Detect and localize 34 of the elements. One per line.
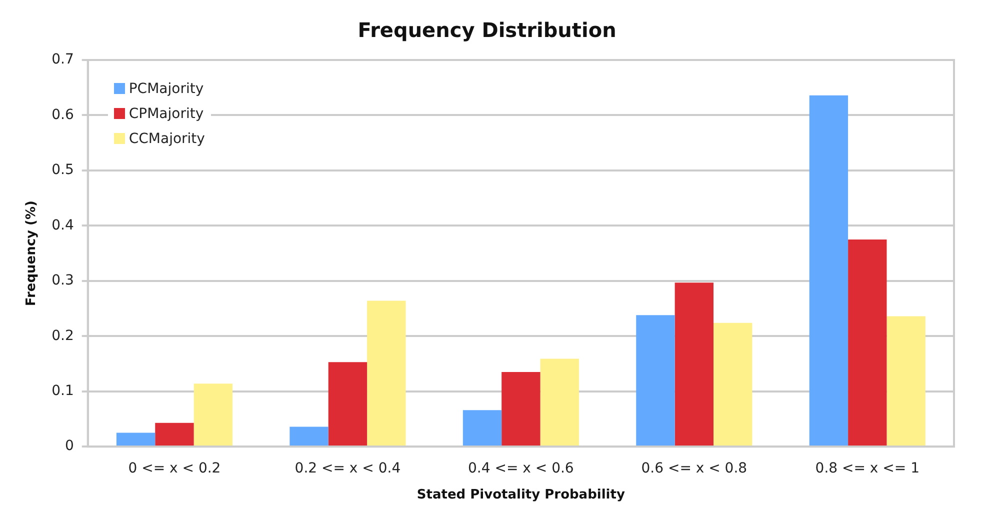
bar xyxy=(367,300,406,446)
bar xyxy=(328,362,368,446)
y-axis-title: Frequency (%) xyxy=(24,200,40,306)
y-tick-label: 0.3 xyxy=(52,272,74,289)
chart-title: Frequency Distribution xyxy=(358,18,616,42)
legend-label: CPMajority xyxy=(128,106,204,122)
bar xyxy=(714,322,752,446)
bar xyxy=(540,358,579,446)
bar xyxy=(674,282,714,446)
bar xyxy=(636,315,675,446)
x-tick-label: 0.2 <= x < 0.4 xyxy=(294,460,401,477)
y-tick-label: 0.5 xyxy=(52,162,74,178)
y-tick-label: 0 xyxy=(64,438,74,454)
bar xyxy=(290,426,328,446)
x-tick-label: 0.8 <= x <= 1 xyxy=(815,460,920,477)
bar xyxy=(155,422,194,446)
x-axis-title: Stated Pivotality Probability xyxy=(416,488,626,503)
x-tick-label: 0.4 <= x < 0.6 xyxy=(468,460,574,477)
y-tick-label: 0.2 xyxy=(52,328,74,344)
x-tick-label: 0.6 <= x < 0.8 xyxy=(641,460,748,477)
bar xyxy=(462,410,502,446)
bar xyxy=(502,372,540,446)
y-tick-label: 0.7 xyxy=(52,52,74,68)
bar xyxy=(809,95,848,446)
legend-label: CCMajority xyxy=(128,130,205,146)
x-tick-label: 0 <= x < 0.2 xyxy=(128,460,221,477)
bar xyxy=(848,239,887,446)
bar xyxy=(194,384,233,446)
bar xyxy=(116,432,156,446)
y-tick-label: 0.4 xyxy=(52,217,74,234)
y-tick-label: 0.6 xyxy=(52,106,74,123)
bar xyxy=(886,316,926,446)
y-tick-label: 0.1 xyxy=(52,383,74,400)
legend-label: PCMajority xyxy=(128,80,204,96)
